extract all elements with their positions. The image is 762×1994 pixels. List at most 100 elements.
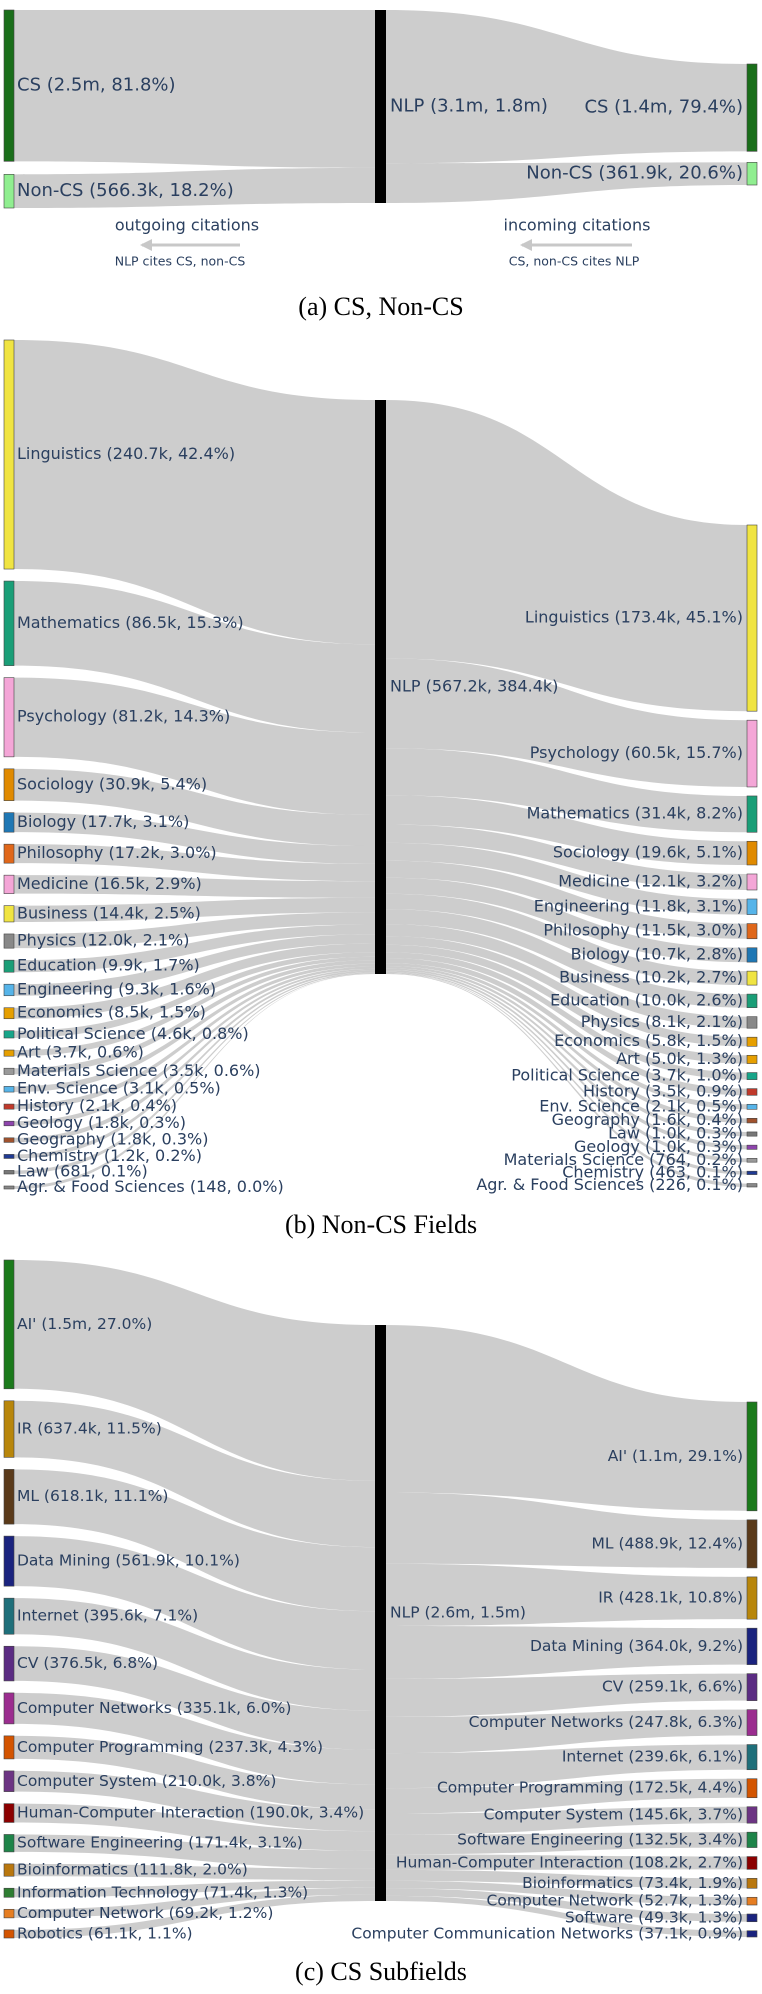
- node-bar: [746, 1054, 758, 1064]
- flow: [14, 844, 375, 882]
- flow: [14, 1834, 375, 1869]
- note-subtitle: CS, non-CS cites NLP: [509, 254, 640, 269]
- node-label: Chemistry (1.2k, 0.2%): [17, 1146, 202, 1165]
- node-bar: [746, 1131, 758, 1137]
- node-label: Computer Programming (237.3k, 4.3%): [17, 1738, 323, 1756]
- node-label: Law (1.0k, 0.3%): [608, 1124, 743, 1143]
- caption: (c) CS Subfields: [295, 1957, 467, 1986]
- arrow-head: [140, 239, 152, 251]
- flow: [14, 973, 375, 1174]
- node-label: Computer Networks (247.8k, 6.3%): [469, 1713, 743, 1731]
- flow: [14, 167, 375, 208]
- node-bar: [3, 959, 15, 973]
- flow: [386, 969, 747, 1150]
- node-label: IR (428.1k, 10.8%): [598, 1589, 743, 1607]
- node-bar: [746, 1118, 758, 1124]
- node-label: Medicine (16.5k, 2.9%): [17, 874, 202, 893]
- node-bar: [3, 983, 15, 997]
- flow: [14, 960, 375, 1075]
- node-label: Sociology (30.9k, 5.4%): [17, 774, 207, 793]
- node-label: Computer System (145.6k, 3.7%): [484, 1805, 743, 1823]
- node-label: History (3.5k, 0.9%): [583, 1081, 743, 1100]
- node-bar: [3, 1770, 15, 1792]
- node-bar: [3, 1803, 15, 1823]
- node-label: Robotics (61.1k, 1.1%): [17, 1924, 193, 1942]
- flow: [386, 1854, 747, 1870]
- note-title: outgoing citations: [115, 216, 259, 235]
- node-label: Information Technology (71.4k, 1.3%): [17, 1883, 308, 1901]
- node-bar: [746, 719, 758, 788]
- node-label: Medicine (12.1k, 3.2%): [558, 871, 743, 890]
- node-label: Software Engineering (171.4k, 3.1%): [17, 1834, 303, 1852]
- node-label: Law (681, 0.1%): [17, 1162, 148, 1181]
- node-bar: [746, 1930, 758, 1938]
- node-label: Non-CS (566.3k, 18.2%): [17, 180, 234, 201]
- node-label: Bioinformatics (111.8k, 2.0%): [17, 1861, 248, 1879]
- node-label: AI' (1.5m, 27.0%): [17, 1315, 152, 1333]
- node-label: Linguistics (240.7k, 42.4%): [17, 444, 235, 463]
- node-bar: [746, 1088, 758, 1096]
- node-bar: [746, 840, 758, 866]
- node-bar: [3, 1086, 15, 1093]
- flow: [386, 1806, 747, 1835]
- flow: [14, 974, 375, 1189]
- flow: [14, 1887, 375, 1918]
- flow: [14, 1646, 375, 1750]
- node-bar: [3, 1103, 15, 1110]
- node-label: Human-Computer Interaction (108.2k, 2.7%…: [396, 1853, 743, 1871]
- node-bar: [746, 947, 758, 963]
- flow: [14, 912, 375, 949]
- flow: [386, 1673, 747, 1717]
- flow: [14, 1770, 375, 1832]
- flow: [386, 1625, 747, 1679]
- node-label: Computer Programming (172.5k, 4.4%): [437, 1779, 743, 1797]
- flow: [386, 10, 747, 164]
- node-bar: [3, 339, 15, 570]
- node-label: Geology (1.8k, 0.3%): [17, 1113, 186, 1132]
- flow: [14, 1863, 375, 1881]
- node-label: Business (10.2k, 2.7%): [559, 968, 743, 987]
- flow: [386, 973, 747, 1187]
- node-bar: [746, 1856, 758, 1870]
- node-label: CV (259.1k, 6.6%): [602, 1678, 743, 1696]
- node-bar: [746, 1144, 758, 1150]
- flow: [386, 909, 747, 1008]
- node-bar: [3, 1863, 15, 1877]
- node-bar: [3, 812, 15, 833]
- node-bar: [746, 1158, 758, 1163]
- flow: [386, 1709, 747, 1754]
- flows: [14, 10, 747, 1938]
- center-node: [375, 1325, 386, 1901]
- node-bar: [3, 933, 15, 949]
- node-bar: [3, 1007, 15, 1020]
- node-label: ML (618.1k, 11.1%): [17, 1487, 168, 1505]
- node-label: Linguistics (173.4k, 45.1%): [525, 608, 743, 627]
- center-node: [375, 400, 386, 974]
- node-label: Human-Computer Interaction (190.0k, 3.4%…: [17, 1804, 364, 1822]
- node-bar: [3, 1597, 15, 1635]
- flow: [14, 956, 375, 1057]
- node-bar: [746, 795, 758, 833]
- node-bar: [3, 1908, 15, 1919]
- flow: [386, 824, 747, 890]
- flow: [386, 968, 747, 1137]
- flow: [386, 658, 747, 787]
- node-label: Geography (1.8k, 0.3%): [17, 1130, 208, 1149]
- node-bar: [3, 1887, 15, 1898]
- node-label: Psychology (81.2k, 14.3%): [17, 707, 230, 726]
- node-label: Political Science (4.6k, 0.8%): [17, 1024, 249, 1043]
- node-label: IR (637.4k, 11.5%): [17, 1420, 162, 1438]
- node-label: Philosophy (11.5k, 3.0%): [543, 921, 743, 940]
- node-bar: [3, 1154, 15, 1159]
- node-label: ML (488.9k, 12.4%): [592, 1534, 743, 1552]
- node-bar: [746, 898, 758, 915]
- node-label: Economics (5.8k, 1.5%): [554, 1031, 743, 1050]
- flow: [14, 972, 375, 1159]
- node-bar: [746, 873, 758, 891]
- node-label: Sociology (19.6k, 5.1%): [553, 843, 743, 862]
- flow: [14, 10, 375, 168]
- flow: [386, 795, 747, 865]
- node-bar: [746, 1778, 758, 1799]
- flow: [14, 943, 375, 1019]
- node-label: Mathematics (86.5k, 15.3%): [17, 613, 244, 632]
